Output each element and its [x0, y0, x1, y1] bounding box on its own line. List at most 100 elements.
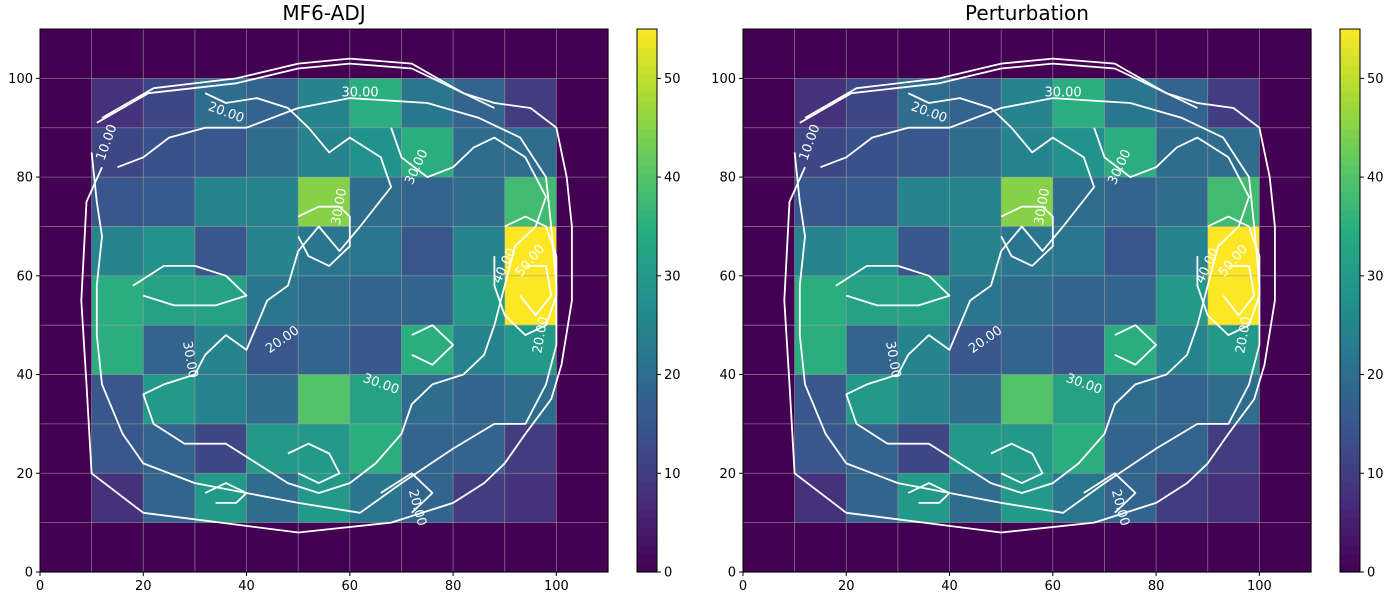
contour-line — [1083, 472, 1137, 514]
colorbar-segment — [1340, 56, 1360, 66]
colorbar-segment — [1340, 418, 1360, 428]
heatmap-cell — [91, 423, 144, 474]
heatmap-cell — [949, 325, 1002, 376]
heatmap-cell — [194, 177, 248, 228]
colorbar-segment — [1340, 372, 1360, 383]
heatmap-cell — [556, 29, 609, 79]
colorbar-segment — [637, 29, 657, 39]
colorbar-segment — [1340, 409, 1360, 419]
heatmap-cell — [1052, 29, 1106, 79]
heatmap-cell — [1207, 423, 1260, 474]
heatmap-cell — [349, 78, 403, 129]
contour-label: 30.00 — [341, 86, 378, 101]
colorbar-segment — [1340, 101, 1360, 112]
x-tick-label: 20 — [135, 579, 152, 594]
colorbar-segment — [637, 508, 657, 519]
heatmap-cell — [453, 29, 506, 79]
heatmap-cell — [556, 226, 609, 277]
heatmap-cell — [846, 127, 899, 178]
heatmap-cell — [743, 29, 796, 79]
heatmap-cell — [246, 275, 299, 326]
x-tick-label: 100 — [544, 579, 569, 594]
heatmap-cell — [194, 127, 248, 178]
colorbar-segment — [1340, 155, 1360, 166]
heatmap-cell — [949, 29, 1002, 79]
heatmap-cell — [298, 127, 351, 178]
heatmap-cell — [194, 275, 248, 326]
heatmap-cell — [194, 473, 248, 524]
heatmap-cell — [504, 423, 557, 474]
heatmap-cell — [1156, 325, 1209, 376]
heatmap-cell — [91, 226, 144, 277]
colorbar-segment — [637, 481, 657, 492]
colorbar-tick-label: 50 — [664, 72, 681, 87]
colorbar-segment — [637, 228, 657, 238]
heatmap-cell — [1001, 177, 1054, 228]
heatmap-cell — [1259, 226, 1312, 277]
contour-line — [845, 92, 1250, 494]
colorbar-segment — [637, 526, 657, 537]
colorbar-segment — [1340, 282, 1360, 293]
heatmap-cell — [504, 29, 557, 79]
heatmap-cell — [194, 29, 248, 79]
heatmap-cell — [1001, 374, 1054, 425]
heatmap-cells — [743, 29, 1312, 573]
contour-line — [80, 57, 573, 534]
heatmap-cell — [1001, 275, 1054, 326]
heatmap-cell — [401, 325, 454, 376]
heatmap-cell — [846, 177, 899, 228]
x-tick-label: 100 — [1247, 579, 1272, 594]
heatmap-cell — [1156, 29, 1209, 79]
y-tick-label: 60 — [16, 269, 33, 284]
colorbar-segment — [1340, 309, 1360, 320]
heatmap-cell — [91, 473, 144, 524]
heatmap-cell — [1052, 275, 1106, 326]
y-tick-label: 20 — [719, 467, 736, 482]
heatmap-cell — [1156, 423, 1209, 474]
colorbar-segment — [1340, 128, 1360, 139]
heatmap-cell — [453, 423, 506, 474]
colorbar-segment — [637, 182, 657, 193]
contour-label: 30.00 — [179, 340, 200, 379]
y-tick-label: 40 — [16, 368, 33, 383]
colorbar-segment — [1340, 65, 1360, 75]
colorbar-segment — [637, 517, 657, 528]
colorbar-segment — [1340, 300, 1360, 311]
colorbar-segment — [637, 83, 657, 93]
colorbar-segment — [637, 219, 657, 229]
x-tick-label: 80 — [445, 579, 462, 594]
heatmap-cell — [91, 29, 144, 79]
heatmap-cell — [846, 325, 899, 376]
heatmap-cell — [556, 275, 609, 326]
contour-line — [411, 324, 454, 366]
heatmap-cell — [897, 473, 951, 524]
colorbar-segment — [637, 363, 657, 374]
contour-line — [90, 97, 558, 514]
contour-line — [493, 215, 558, 336]
heatmap-cell — [246, 423, 299, 474]
colorbar-segment — [1340, 246, 1360, 256]
colorbar-segment — [637, 210, 657, 220]
heatmap-cell — [556, 374, 609, 425]
colorbar-segment — [637, 237, 657, 247]
heatmap-cell — [143, 127, 196, 178]
heatmap-cell — [1156, 226, 1209, 277]
heatmap-cell — [349, 177, 403, 228]
colorbar-segment — [1340, 219, 1360, 229]
heatmap-cell — [504, 374, 557, 425]
heatmap-cell — [1207, 78, 1260, 129]
heatmap-cell — [91, 374, 144, 425]
colorbar-segment — [637, 544, 657, 555]
heatmap-cell — [1259, 29, 1312, 79]
heatmap-cell — [1207, 522, 1260, 573]
heatmap-cell — [897, 325, 951, 376]
y-tick-label: 0 — [25, 566, 33, 581]
heatmap-cell — [794, 374, 847, 425]
colorbar-segment — [1340, 553, 1360, 564]
heatmap-cell — [401, 177, 454, 228]
colorbar-segment — [637, 418, 657, 428]
heatmap-cell — [1001, 423, 1054, 474]
colorbar-segment — [1340, 363, 1360, 374]
y-tick-label: 0 — [728, 566, 736, 581]
y-tick-label: 100 — [711, 72, 736, 87]
